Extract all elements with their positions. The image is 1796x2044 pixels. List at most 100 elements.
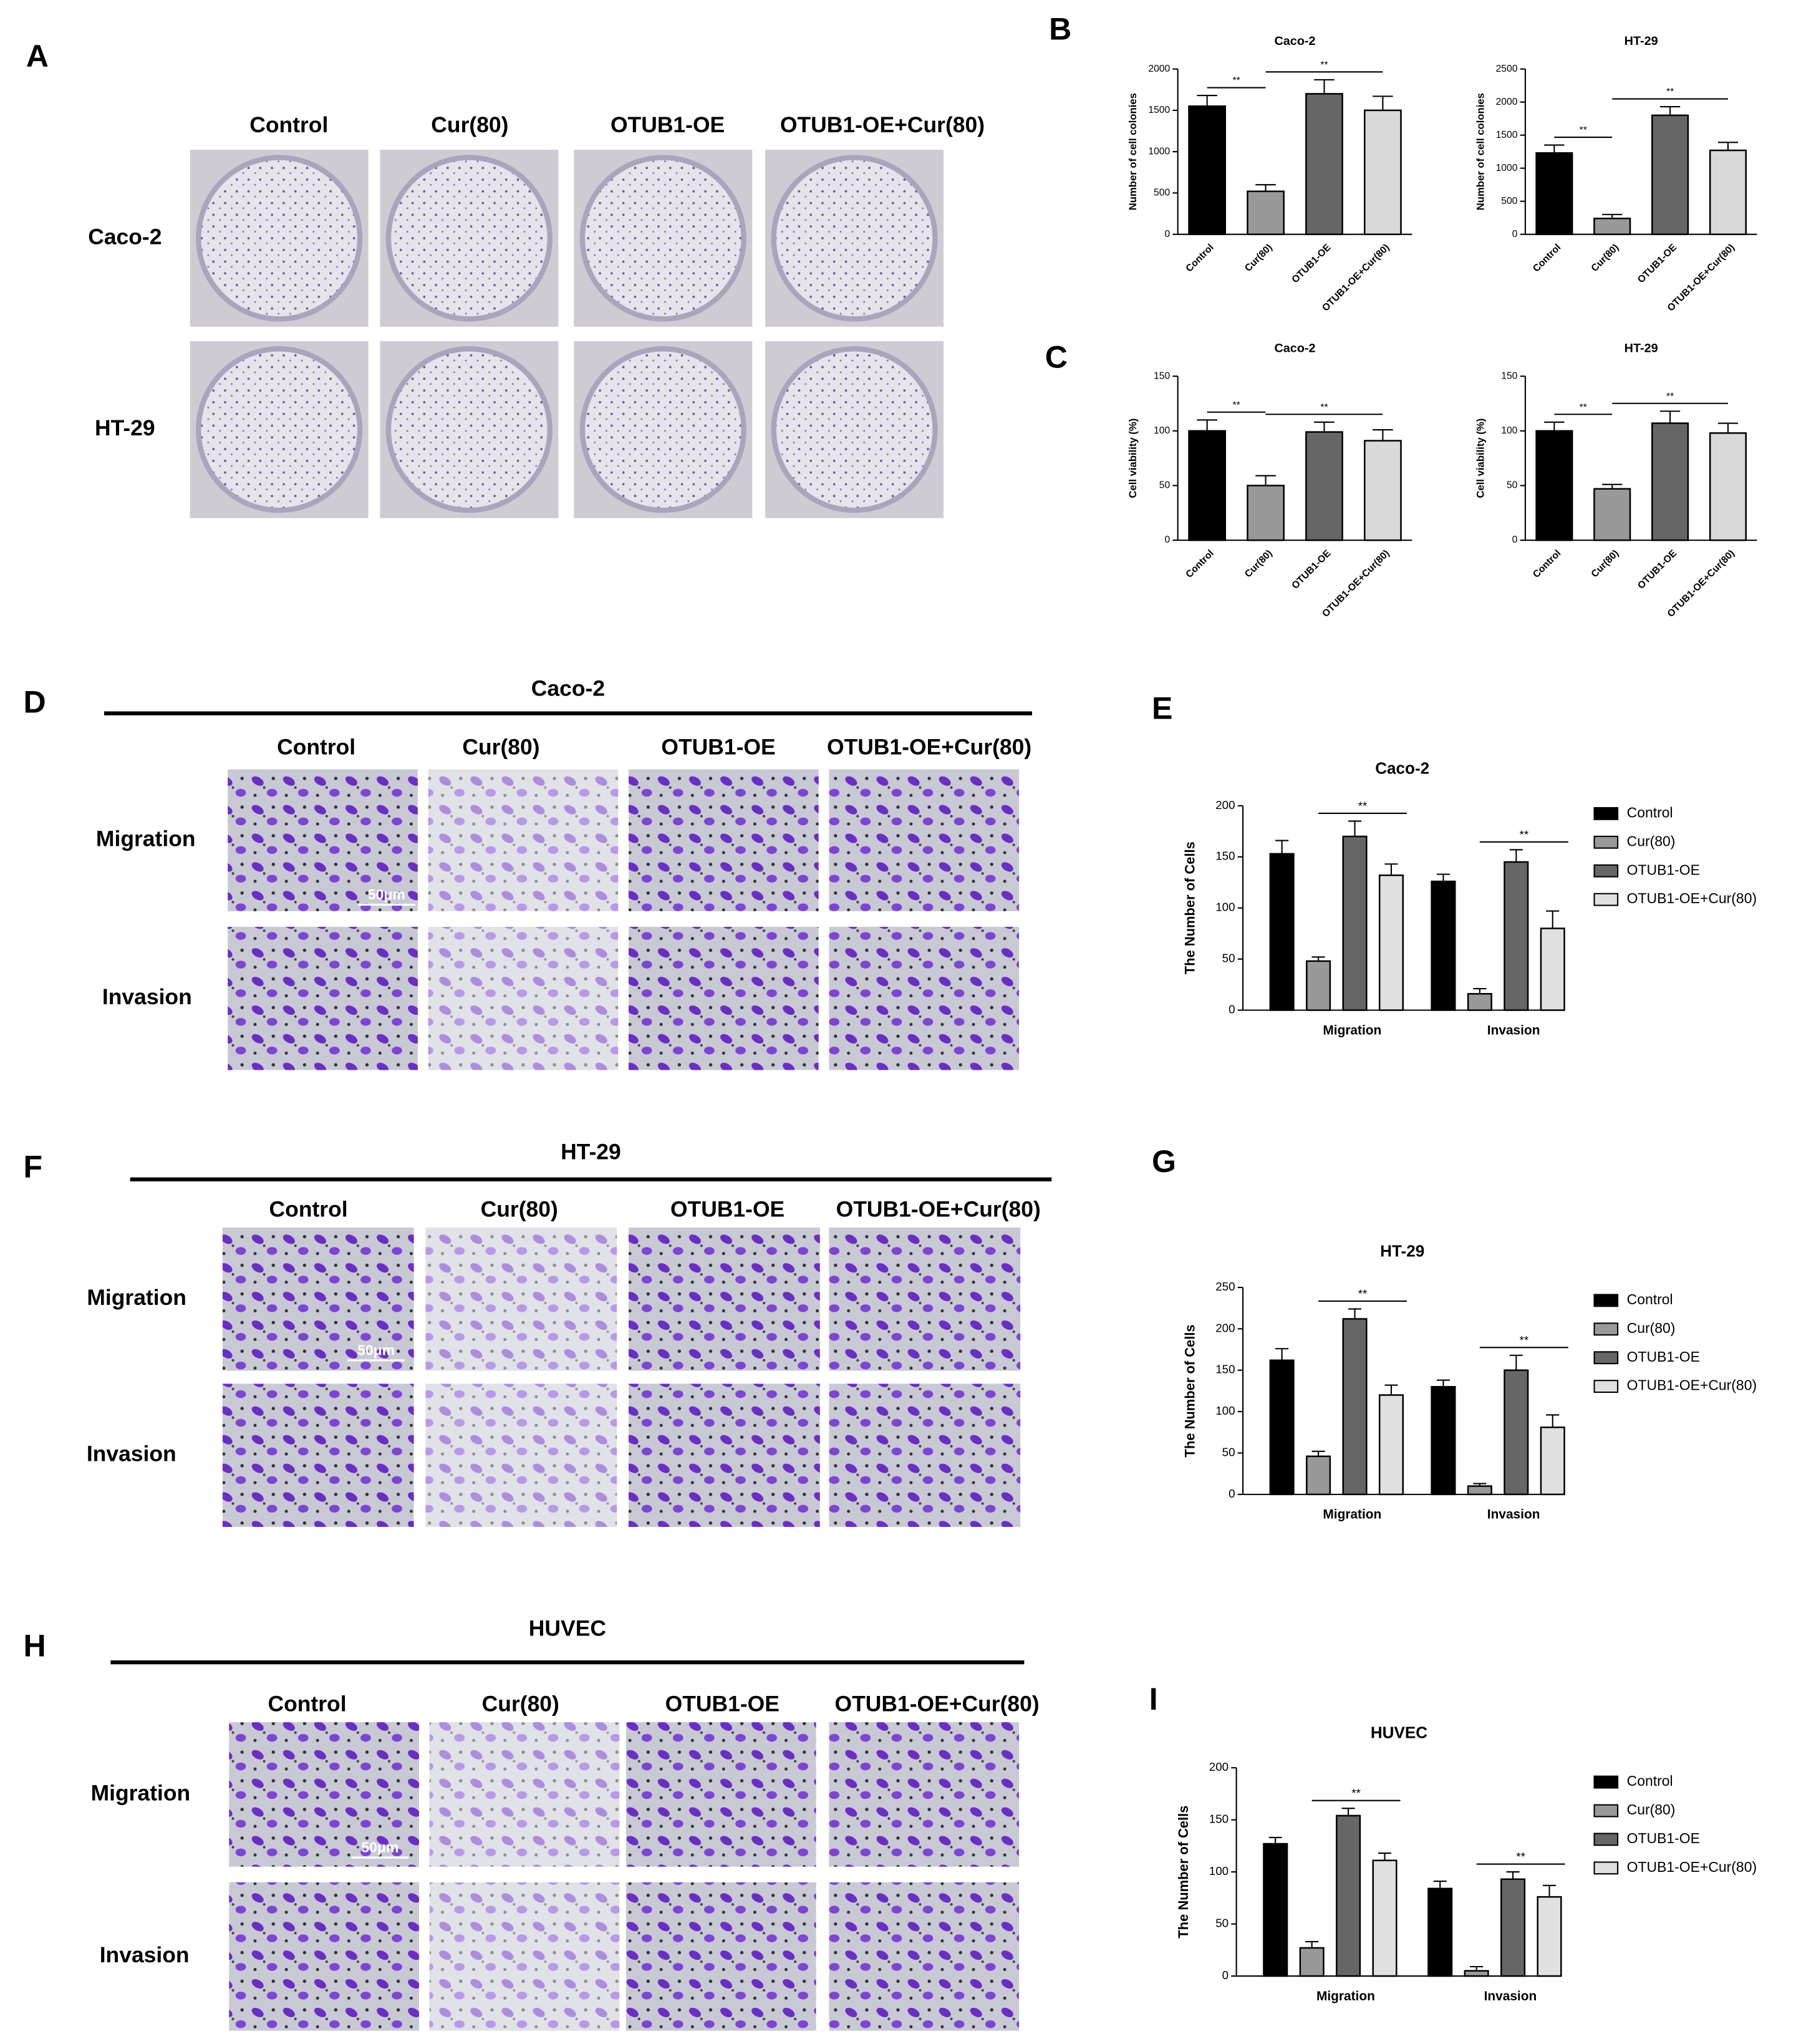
bar [1500, 1878, 1526, 1977]
error-bar [1348, 1308, 1362, 1319]
bar [1427, 1887, 1453, 1977]
scale-bar-label: 50μm [361, 1839, 398, 1856]
x-tick-label: OTUB1-OE+Cur(80) [1320, 548, 1391, 619]
error-bar [1378, 1852, 1392, 1861]
column-label: Control [249, 112, 328, 137]
bar [1593, 217, 1631, 235]
y-tick-label: 50 [1222, 952, 1235, 965]
legend-label: Cur(80) [1627, 1801, 1676, 1818]
bar [1342, 835, 1368, 1011]
x-tick-label: Cur(80) [1243, 548, 1275, 580]
legend-label: Cur(80) [1627, 833, 1676, 849]
bar [1364, 440, 1402, 541]
significance-label: ** [1233, 75, 1240, 86]
error-bar [1268, 1836, 1282, 1844]
error-bar [1341, 1808, 1355, 1816]
error-bar [1311, 1450, 1325, 1456]
colony-well [385, 346, 553, 513]
x-tick-label: OTUB1-OE [1290, 242, 1333, 285]
legend-label: Cur(80) [1627, 1320, 1676, 1336]
x-tick-label: OTUB1-OE [1290, 548, 1333, 591]
error-bar [1373, 429, 1393, 441]
y-tick-label: 200 [1209, 1760, 1229, 1773]
panel-letter: B [1049, 11, 1071, 46]
y-tick-label: 1000 [1148, 146, 1170, 157]
error-bar [1436, 1379, 1450, 1387]
error-bar [1255, 184, 1276, 191]
significance-label: ** [1233, 400, 1240, 410]
panel-letter: F [24, 1149, 43, 1184]
y-tick-label: 150 [1209, 1813, 1229, 1826]
bar [1299, 1947, 1325, 1977]
transwell-image [228, 926, 418, 1070]
panel-letter: D [24, 684, 46, 719]
colony-well [196, 155, 363, 322]
bar [1306, 960, 1331, 1011]
y-tick-label: 50 [1215, 1917, 1229, 1930]
y-axis-label: Number of cell colonies [1127, 93, 1139, 210]
y-tick-label: 250 [1215, 1280, 1235, 1293]
y-tick-label: 1500 [1148, 105, 1170, 115]
section-title: Caco-2 [531, 676, 605, 700]
colony-well [771, 346, 938, 513]
scale-bar-label: 50μm [357, 1342, 395, 1358]
error-bar [1197, 95, 1217, 107]
panel-letter: C [1045, 339, 1068, 374]
legend-label: Control [1627, 1291, 1673, 1307]
y-axis-label: The Number of Cells [1182, 1324, 1197, 1457]
legend-swatch [1593, 1322, 1619, 1336]
scale-bar-label: 50μm [368, 886, 405, 903]
significance-label: ** [1351, 1786, 1361, 1799]
legend-swatch [1593, 893, 1619, 906]
y-tick-label: 100 [1501, 425, 1517, 436]
legend-swatch [1593, 1380, 1619, 1393]
column-label: Control [269, 1196, 348, 1221]
legend-label: OTUB1-OE [1627, 1349, 1700, 1365]
bar [1651, 114, 1689, 235]
y-tick-label: 0 [1512, 229, 1518, 240]
transwell-image [425, 1383, 617, 1528]
x-tick-label: Invasion [1484, 1989, 1537, 2003]
significance-label: ** [1666, 87, 1674, 97]
column-label: OTUB1-OE+Cur(80) [836, 1196, 1041, 1221]
bar [1247, 190, 1285, 235]
x-tick-label: Cur(80) [1590, 548, 1621, 580]
colony-well [771, 155, 938, 322]
y-axis-label: Cell viability (%) [1474, 419, 1486, 498]
y-tick-label: 100 [1215, 901, 1235, 914]
panel-letter: A [26, 39, 49, 74]
error-bar [1717, 142, 1739, 151]
x-tick-label: Cur(80) [1243, 242, 1275, 274]
panel-letter: G [1152, 1144, 1176, 1179]
y-axis-label: The Number of Cells [1176, 1806, 1191, 1939]
row-label: Migration [87, 1285, 186, 1310]
x-tick-label: OTUB1-OE [1636, 548, 1679, 591]
error-bar [1348, 820, 1362, 837]
y-tick-label: 50 [1222, 1445, 1235, 1458]
y-tick-label: 0 [1229, 1002, 1235, 1015]
error-bar [1717, 422, 1739, 434]
error-bar [1544, 421, 1565, 431]
column-label: OTUB1-OE+Cur(80) [827, 734, 1031, 759]
row-label: Invasion [100, 1942, 190, 1967]
y-tick-label: 1500 [1496, 130, 1518, 140]
panel-letter: H [24, 1628, 46, 1663]
transwell-image [625, 1882, 816, 2031]
legend-label: OTUB1-OE+Cur(80) [1627, 1859, 1757, 1875]
bar [1306, 1455, 1331, 1496]
bar [1336, 1814, 1361, 1977]
transwell-image [829, 1882, 1020, 2031]
x-tick-label: Invasion [1487, 1508, 1540, 1522]
legend-swatch [1593, 1294, 1619, 1307]
column-label: Cur(80) [481, 1196, 558, 1221]
y-axis-label: The Number of Cells [1182, 841, 1197, 974]
bar [1467, 993, 1492, 1011]
transwell-image [428, 769, 619, 911]
y-tick-label: 150 [1501, 371, 1517, 381]
transwell-image [228, 769, 418, 911]
column-label: OTUB1-OE [611, 112, 725, 137]
error-bar [1255, 475, 1276, 486]
bar [1431, 880, 1456, 1011]
row-label: Migration [91, 1780, 191, 1805]
transwell-image [829, 1722, 1020, 1867]
